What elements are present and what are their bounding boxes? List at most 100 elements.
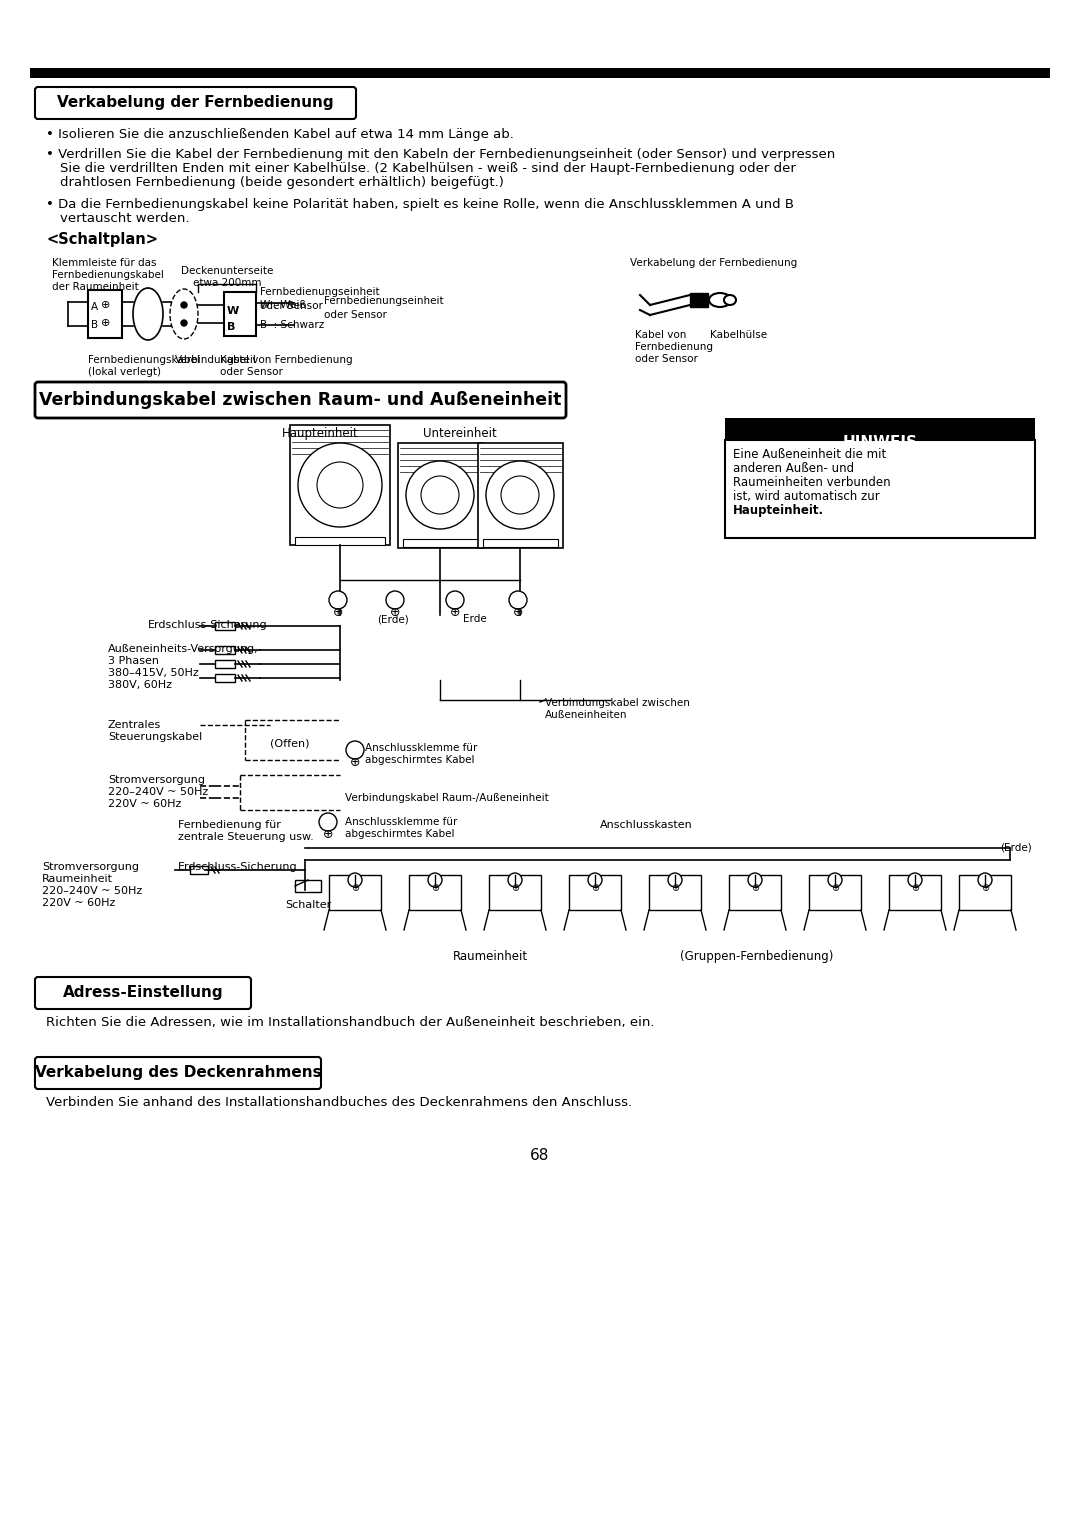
Text: Fernbedienung: Fernbedienung [635,342,713,352]
Bar [30,69,1050,78]
Text: Außeneinheiten: Außeneinheiten [545,711,627,720]
Text: ⊕: ⊕ [449,605,460,619]
Text: Kabel von Fernbedienung: Kabel von Fernbedienung [220,355,353,364]
Text: Erde: Erde [463,615,487,624]
Ellipse shape [724,294,735,305]
Text: W : Weiß: W : Weiß [260,300,306,310]
Text: 220–240V ~ 50Hz: 220–240V ~ 50Hz [108,787,208,798]
Text: • Isolieren Sie die anzuschließenden Kabel auf etwa 14 mm Länge ab.: • Isolieren Sie die anzuschließenden Kab… [46,128,514,140]
Text: abgeschirmtes Kabel: abgeschirmtes Kabel [365,755,474,766]
Circle shape [509,592,527,608]
Circle shape [828,872,842,888]
Text: (Erde): (Erde) [1000,843,1031,852]
Text: W: W [227,307,240,316]
Text: Verkabelung der Fernbedienung: Verkabelung der Fernbedienung [630,258,797,268]
Text: 68: 68 [530,1148,550,1164]
Bar [291,425,390,544]
Text: ⊕: ⊕ [390,605,401,619]
Ellipse shape [170,290,198,339]
Text: ⊕: ⊕ [910,883,919,894]
Bar [329,875,381,910]
Bar [190,866,208,874]
Bar [399,442,483,547]
Bar [409,875,461,910]
Text: Verbindungsteil: Verbindungsteil [175,355,257,364]
Bar [649,875,701,910]
Text: A: A [91,302,98,313]
Text: Verbinden Sie anhand des Installationshandbuches des Deckenrahmens den Anschluss: Verbinden Sie anhand des Installationsha… [46,1096,632,1109]
Text: oder Sensor: oder Sensor [220,368,283,377]
Bar [489,875,541,910]
Bar [215,622,235,630]
Circle shape [508,872,522,888]
Circle shape [181,302,187,308]
Circle shape [978,872,993,888]
Bar [725,418,1035,441]
Bar [569,875,621,910]
Bar [889,875,941,910]
Text: Haupteinheit.: Haupteinheit. [733,503,824,517]
Text: Anschlusskasten: Anschlusskasten [600,820,692,830]
FancyBboxPatch shape [35,87,356,119]
Text: 220V ~ 60Hz: 220V ~ 60Hz [42,898,116,907]
Text: ⊕: ⊕ [431,883,440,894]
Text: Verbindungskabel zwischen Raum- und Außeneinheit: Verbindungskabel zwischen Raum- und Auße… [39,390,562,409]
Text: ⊕: ⊕ [591,883,599,894]
Circle shape [428,872,442,888]
Text: Sie die verdrillten Enden mit einer Kabelhülse. (2 Kabelhülsen - weiß - sind der: Sie die verdrillten Enden mit einer Kabe… [60,162,796,175]
Text: oder Sensor: oder Sensor [260,300,323,311]
Text: ⊕: ⊕ [981,883,989,894]
Text: anderen Außen- und: anderen Außen- und [733,462,854,474]
Text: Adress-Einstellung: Adress-Einstellung [63,985,224,1000]
Text: Steuerungskabel: Steuerungskabel [108,732,202,743]
Text: etwa 200mm: etwa 200mm [192,278,261,288]
Text: ⊕: ⊕ [513,605,523,619]
Text: ⊕: ⊕ [102,300,110,310]
Text: Raumeinheiten verbunden: Raumeinheiten verbunden [733,476,891,490]
Text: ⊕: ⊕ [351,883,359,894]
Text: drahtlosen Fernbedienung (beide gesondert erhältlich) beigefügt.): drahtlosen Fernbedienung (beide gesonder… [60,175,504,189]
Text: der Raumeinheit: der Raumeinheit [52,282,138,291]
Bar [729,875,781,910]
Text: Klemmleiste für das: Klemmleiste für das [52,258,157,268]
Text: 220–240V ~ 50Hz: 220–240V ~ 50Hz [42,886,143,897]
Text: Stromversorgung: Stromversorgung [108,775,205,785]
Text: Verbindungskabel zwischen: Verbindungskabel zwischen [545,698,690,708]
Text: • Da die Fernbedienungskabel keine Polarität haben, spielt es keine Rolle, wenn : • Da die Fernbedienungskabel keine Polar… [46,198,794,210]
Text: Zentrales: Zentrales [108,720,161,730]
Text: Richten Sie die Adressen, wie im Installationshandbuch der Außeneinheit beschrie: Richten Sie die Adressen, wie im Install… [46,1016,654,1029]
Circle shape [421,476,459,514]
Circle shape [329,592,347,608]
Circle shape [486,461,554,529]
Circle shape [319,813,337,831]
Bar [295,537,384,544]
Text: Deckenunterseite: Deckenunterseite [180,265,273,276]
Text: Kabelhülse: Kabelhülse [710,329,767,340]
Text: Fernbedienung für: Fernbedienung für [178,820,281,830]
Text: zentrale Steuerung usw.: zentrale Steuerung usw. [178,833,314,842]
Text: ist, wird automatisch zur: ist, wird automatisch zur [733,490,880,503]
Bar [295,880,321,892]
Text: Kabel von: Kabel von [635,329,687,340]
Text: HINWEIS: HINWEIS [842,435,918,450]
Text: ⊕: ⊕ [511,883,519,894]
Circle shape [181,320,187,326]
Text: <Schaltplan>: <Schaltplan> [46,232,158,247]
Text: 220V ~ 60Hz: 220V ~ 60Hz [108,799,181,808]
Text: vertauscht werden.: vertauscht werden. [60,212,189,226]
Text: ⊕: ⊕ [671,883,679,894]
Circle shape [748,872,762,888]
Circle shape [406,461,474,529]
Text: ⊕: ⊕ [323,828,334,840]
Circle shape [386,592,404,608]
Text: 380–415V, 50Hz: 380–415V, 50Hz [108,668,199,679]
Bar [215,647,235,654]
Text: Untereinheit: Untereinheit [423,427,497,441]
Text: Raumeinheit: Raumeinheit [453,950,527,962]
Ellipse shape [133,288,163,340]
Text: Erdschluss-Sicherung: Erdschluss-Sicherung [178,862,298,872]
Text: Verkabelung des Deckenrahmens: Verkabelung des Deckenrahmens [35,1066,322,1081]
Text: Verbindungskabel Raum-/Außeneinheit: Verbindungskabel Raum-/Außeneinheit [345,793,549,804]
Text: ⊕: ⊕ [333,605,343,619]
Bar [690,293,708,307]
